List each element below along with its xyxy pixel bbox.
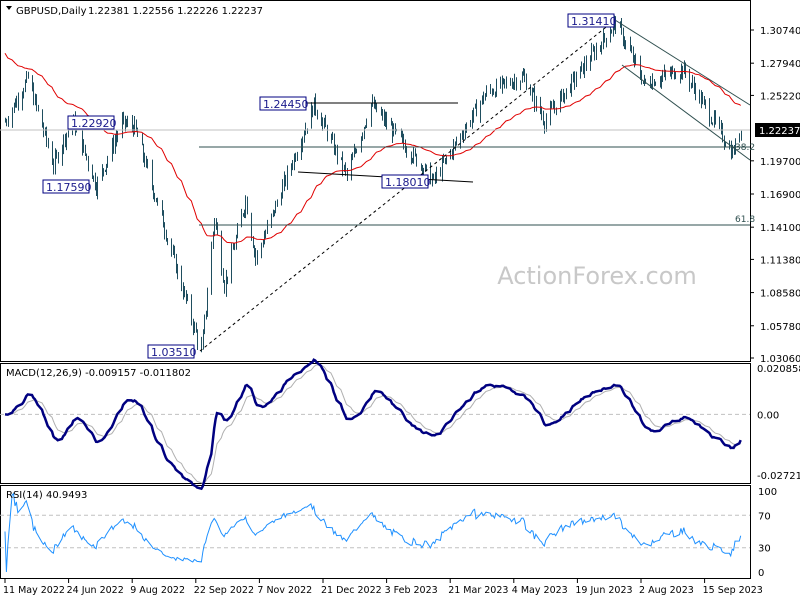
date-tick-label: 21 Dec 2022 bbox=[321, 585, 382, 596]
rsi-line bbox=[4, 492, 742, 573]
rsi-tick-label: 30 bbox=[758, 544, 771, 555]
date-tick-label: 4 May 2023 bbox=[512, 585, 568, 596]
price-label: 1.22920 bbox=[71, 117, 117, 130]
macd-tick-label: 0.020858 bbox=[757, 364, 800, 375]
macd-line bbox=[4, 358, 742, 491]
rsi-tick-label: 70 bbox=[758, 511, 771, 522]
date-tick-label: 2 Aug 2023 bbox=[639, 585, 694, 596]
price-tick-label: 1.11380 bbox=[760, 255, 800, 266]
rsi-tick-label: 100 bbox=[758, 487, 777, 498]
date-tick-label: 7 Nov 2022 bbox=[257, 585, 312, 596]
rsi-title: RSI(14) 40.9493 bbox=[6, 490, 87, 501]
price-tick-label: 1.08580 bbox=[760, 289, 800, 300]
price-label-box bbox=[67, 115, 115, 130]
price-tick-label: 1.25220 bbox=[760, 91, 800, 102]
date-tick-label: 21 Mar 2023 bbox=[448, 585, 508, 596]
main-panel-frame bbox=[0, 0, 751, 362]
macd-tick-label: -0.027213 bbox=[757, 471, 800, 482]
price-tick-label: 1.30740 bbox=[760, 26, 800, 37]
ohlc-values: 1.22381 1.22556 1.22226 1.22237 bbox=[88, 6, 263, 17]
date-tick-label: 19 Jun 2023 bbox=[575, 585, 632, 596]
price-tick-label: 1.05780 bbox=[760, 322, 800, 333]
price-label-box bbox=[42, 179, 90, 194]
moving-average-line bbox=[4, 52, 741, 244]
price-tick-label: 1.03060 bbox=[760, 354, 800, 365]
price-label: 1.31410 bbox=[571, 15, 617, 28]
watermark: ActionForex.com bbox=[497, 262, 697, 290]
macd-panel-frame bbox=[0, 363, 751, 484]
price-label-box bbox=[259, 96, 307, 111]
price-label: 1.17590 bbox=[46, 181, 92, 194]
price-label-box bbox=[147, 344, 195, 359]
date-tick-label: 9 Aug 2022 bbox=[130, 585, 185, 596]
date-tick-label: 22 Sep 2022 bbox=[194, 585, 254, 596]
date-tick-label: 3 Feb 2023 bbox=[385, 585, 438, 596]
price-label: 1.24450 bbox=[263, 98, 309, 111]
price-label-box bbox=[567, 13, 615, 28]
fib-level-label: 61.8 bbox=[735, 215, 755, 225]
price-tick-label: 1.16900 bbox=[760, 190, 800, 201]
rsi-panel-frame bbox=[0, 485, 751, 579]
price-tick-label: 1.14100 bbox=[760, 223, 800, 234]
price-label: 1.03510 bbox=[151, 346, 197, 359]
price-tick-label: 1.27940 bbox=[760, 59, 800, 70]
channel-upper-line bbox=[614, 19, 751, 106]
price-label: 1.18010 bbox=[385, 176, 431, 189]
fib-level-label: 38.2 bbox=[735, 143, 755, 153]
macd-title: MACD(12,26,9) -0.009157 -0.011802 bbox=[6, 368, 191, 379]
collapse-triangle-icon[interactable] bbox=[6, 6, 12, 10]
current-price-badge bbox=[755, 123, 800, 137]
date-tick-label: 15 Sep 2023 bbox=[703, 585, 763, 596]
macd-signal-line bbox=[4, 364, 741, 485]
symbol-title: GBPUSD,Daily bbox=[16, 6, 87, 17]
price-label-box bbox=[381, 174, 429, 189]
current-price-value: 1.22237 bbox=[759, 126, 800, 137]
date-tick-label: 24 Jun 2022 bbox=[67, 585, 124, 596]
macd-tick-label: 0.00 bbox=[757, 410, 779, 421]
price-tick-label: 1.19700 bbox=[760, 157, 800, 168]
rsi-tick-label: 0 bbox=[758, 568, 764, 579]
channel-lower-line bbox=[621, 64, 751, 161]
date-tick-label: 11 May 2022 bbox=[3, 585, 65, 596]
